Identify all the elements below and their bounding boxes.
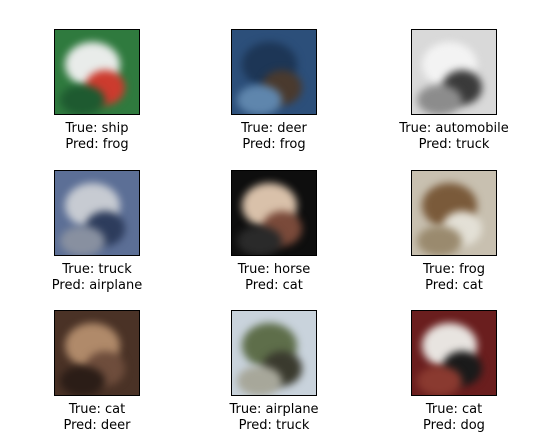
image-caption: True: cat Pred: deer bbox=[8, 402, 186, 434]
thumbnail-image bbox=[231, 310, 317, 396]
thumbnail-image bbox=[231, 29, 317, 115]
thumbnail-region bbox=[60, 366, 105, 395]
thumbnail-region bbox=[417, 366, 462, 395]
pred-label: Pred: frog bbox=[65, 137, 129, 152]
thumbnail-region bbox=[417, 226, 462, 255]
thumbnail-region bbox=[237, 226, 282, 255]
thumbnail-image bbox=[54, 29, 140, 115]
pred-label: Pred: truck bbox=[238, 418, 310, 433]
true-label: True: frog bbox=[423, 262, 485, 277]
image-caption: True: frog Pred: cat bbox=[365, 262, 534, 294]
true-label: True: deer bbox=[241, 121, 307, 136]
pred-label: Pred: cat bbox=[245, 278, 303, 293]
image-caption: True: ship Pred: frog bbox=[8, 121, 186, 153]
true-label: True: automobile bbox=[399, 121, 509, 136]
thumbnail-image bbox=[54, 310, 140, 396]
image-caption: True: automobile Pred: truck bbox=[365, 121, 534, 153]
thumbnail-image bbox=[411, 170, 497, 256]
thumbnail-region bbox=[237, 85, 282, 114]
thumbnail-image bbox=[231, 170, 317, 256]
thumbnail-image bbox=[54, 170, 140, 256]
thumbnail-region bbox=[60, 226, 105, 255]
thumbnail-region bbox=[237, 366, 282, 395]
pred-label: Pred: truck bbox=[418, 137, 490, 152]
image-caption: True: cat Pred: dog bbox=[365, 402, 534, 434]
image-caption: True: horse Pred: cat bbox=[185, 262, 363, 294]
thumbnail-region bbox=[417, 85, 462, 114]
true-label: True: truck bbox=[62, 262, 132, 277]
true-label: True: airplane bbox=[229, 402, 319, 417]
image-caption: True: truck Pred: airplane bbox=[8, 262, 186, 294]
image-caption: True: deer Pred: frog bbox=[185, 121, 363, 153]
pred-label: Pred: frog bbox=[242, 137, 306, 152]
image-caption: True: airplane Pred: truck bbox=[185, 402, 363, 434]
thumbnail-image bbox=[411, 310, 497, 396]
true-label: True: horse bbox=[237, 262, 311, 277]
true-label: True: cat bbox=[68, 402, 126, 417]
pred-label: Pred: dog bbox=[423, 418, 485, 433]
true-label: True: cat bbox=[425, 402, 483, 417]
true-label: True: ship bbox=[65, 121, 129, 136]
thumbnail-region bbox=[60, 85, 105, 114]
thumbnail-image bbox=[411, 29, 497, 115]
pred-label: Pred: cat bbox=[425, 278, 483, 293]
pred-label: Pred: airplane bbox=[51, 278, 143, 293]
pred-label: Pred: deer bbox=[63, 418, 131, 433]
